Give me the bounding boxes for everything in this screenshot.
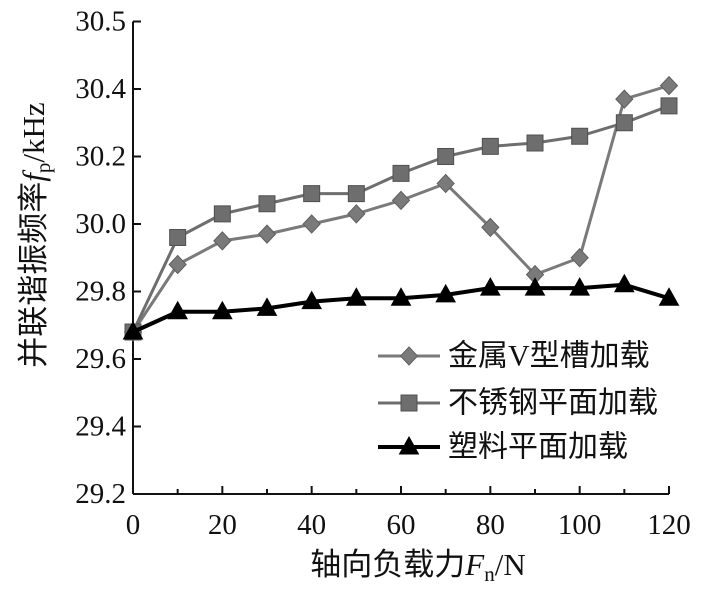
series-2-point-20 bbox=[213, 205, 231, 223]
legend-item-1: 金属V型槽加载 bbox=[378, 340, 650, 373]
series-1-point-100 bbox=[570, 248, 589, 268]
legend-item-2: 不锈钢平面加载 bbox=[378, 387, 658, 420]
series-2-point-120 bbox=[660, 97, 678, 115]
series-2-point-70 bbox=[437, 148, 455, 165]
series-1-point-80 bbox=[481, 217, 500, 238]
series-3-point-80 bbox=[479, 277, 501, 296]
series-3-point-20 bbox=[211, 300, 233, 320]
series-2-point-90 bbox=[526, 134, 544, 152]
series-3-point-70 bbox=[435, 283, 457, 303]
y-tick-label: 30.5 bbox=[75, 6, 126, 38]
y-tick-label: 29.6 bbox=[75, 343, 126, 375]
y-axis-label: 并联谐振频率fp/kHz bbox=[16, 102, 55, 367]
x-tick-label: 60 bbox=[387, 509, 416, 541]
x-axis-label: 轴向负载力Fn/N bbox=[310, 547, 525, 586]
x-axis-label-unit: /N bbox=[495, 547, 526, 582]
x-tick-label: 120 bbox=[647, 509, 691, 541]
series-1-point-50 bbox=[347, 204, 366, 224]
legend-label: 金属V型槽加载 bbox=[448, 340, 650, 373]
legend-marker-triangle bbox=[398, 435, 420, 455]
legend-marker-square bbox=[400, 394, 418, 412]
x-axis-label-text: 轴向负载力 bbox=[310, 547, 465, 582]
series-3-point-110 bbox=[613, 273, 635, 293]
series-2-point-110 bbox=[615, 114, 633, 132]
x-axis-label-subscript: n bbox=[484, 562, 495, 586]
series-1-point-20 bbox=[213, 231, 232, 251]
x-tick-label: 80 bbox=[476, 509, 505, 541]
legend-label: 不锈钢平面加载 bbox=[448, 387, 658, 420]
series-2-point-40 bbox=[303, 185, 321, 203]
series-2-point-50 bbox=[347, 185, 365, 203]
y-axis-label-subscript: p bbox=[31, 163, 55, 174]
y-tick-label: 29.8 bbox=[75, 276, 126, 308]
series-3-point-0 bbox=[122, 320, 144, 340]
x-tick-label: 100 bbox=[558, 509, 602, 541]
y-tick-label: 29.2 bbox=[75, 478, 126, 510]
series-3-point-90 bbox=[524, 277, 546, 296]
series-2 bbox=[124, 97, 678, 341]
series-2-point-100 bbox=[571, 127, 589, 145]
x-axis-label-symbol: F bbox=[464, 547, 485, 582]
series-1-point-60 bbox=[391, 190, 411, 211]
legend-label: 塑料平面加载 bbox=[448, 431, 628, 464]
series-1-point-30 bbox=[257, 224, 277, 244]
y-tick-label: 30.0 bbox=[75, 208, 126, 240]
y-tick-label: 30.2 bbox=[75, 141, 126, 173]
y-tick-label: 29.4 bbox=[75, 411, 126, 443]
series-3-point-100 bbox=[569, 277, 591, 296]
series-3 bbox=[122, 273, 680, 340]
series-3-point-30 bbox=[256, 297, 278, 316]
series-3-point-60 bbox=[390, 287, 412, 306]
plot-series bbox=[122, 75, 680, 342]
series-1-point-120 bbox=[659, 75, 679, 96]
y-axis-label-unit: /kHz bbox=[16, 102, 51, 162]
legend-item-3: 塑料平面加载 bbox=[378, 431, 628, 464]
series-3-point-40 bbox=[301, 290, 323, 310]
series-1-point-70 bbox=[436, 173, 455, 194]
series-1-point-40 bbox=[302, 214, 321, 234]
series-3-point-50 bbox=[345, 287, 367, 306]
y-tick-label: 30.4 bbox=[75, 73, 126, 105]
x-tick-label: 40 bbox=[297, 509, 326, 541]
x-tick-label: 20 bbox=[208, 509, 237, 541]
series-3-point-10 bbox=[167, 300, 189, 320]
series-2-point-60 bbox=[392, 164, 410, 182]
x-tick-label: 0 bbox=[126, 509, 141, 541]
legend-marker-diamond bbox=[399, 346, 419, 366]
series-3-point-120 bbox=[658, 287, 680, 306]
axes: 0 20 40 60 80 100 120 29.2 29.4 29.6 29.8 30.0 30.2 3… bbox=[75, 6, 691, 542]
series-2-point-10 bbox=[169, 229, 187, 246]
series-1-point-10 bbox=[168, 254, 187, 275]
series-2-point-30 bbox=[258, 195, 276, 213]
series-1-point-110 bbox=[615, 89, 634, 109]
y-axis-label-text: 并联谐振频率 bbox=[16, 182, 51, 368]
series-2-point-80 bbox=[481, 137, 499, 155]
